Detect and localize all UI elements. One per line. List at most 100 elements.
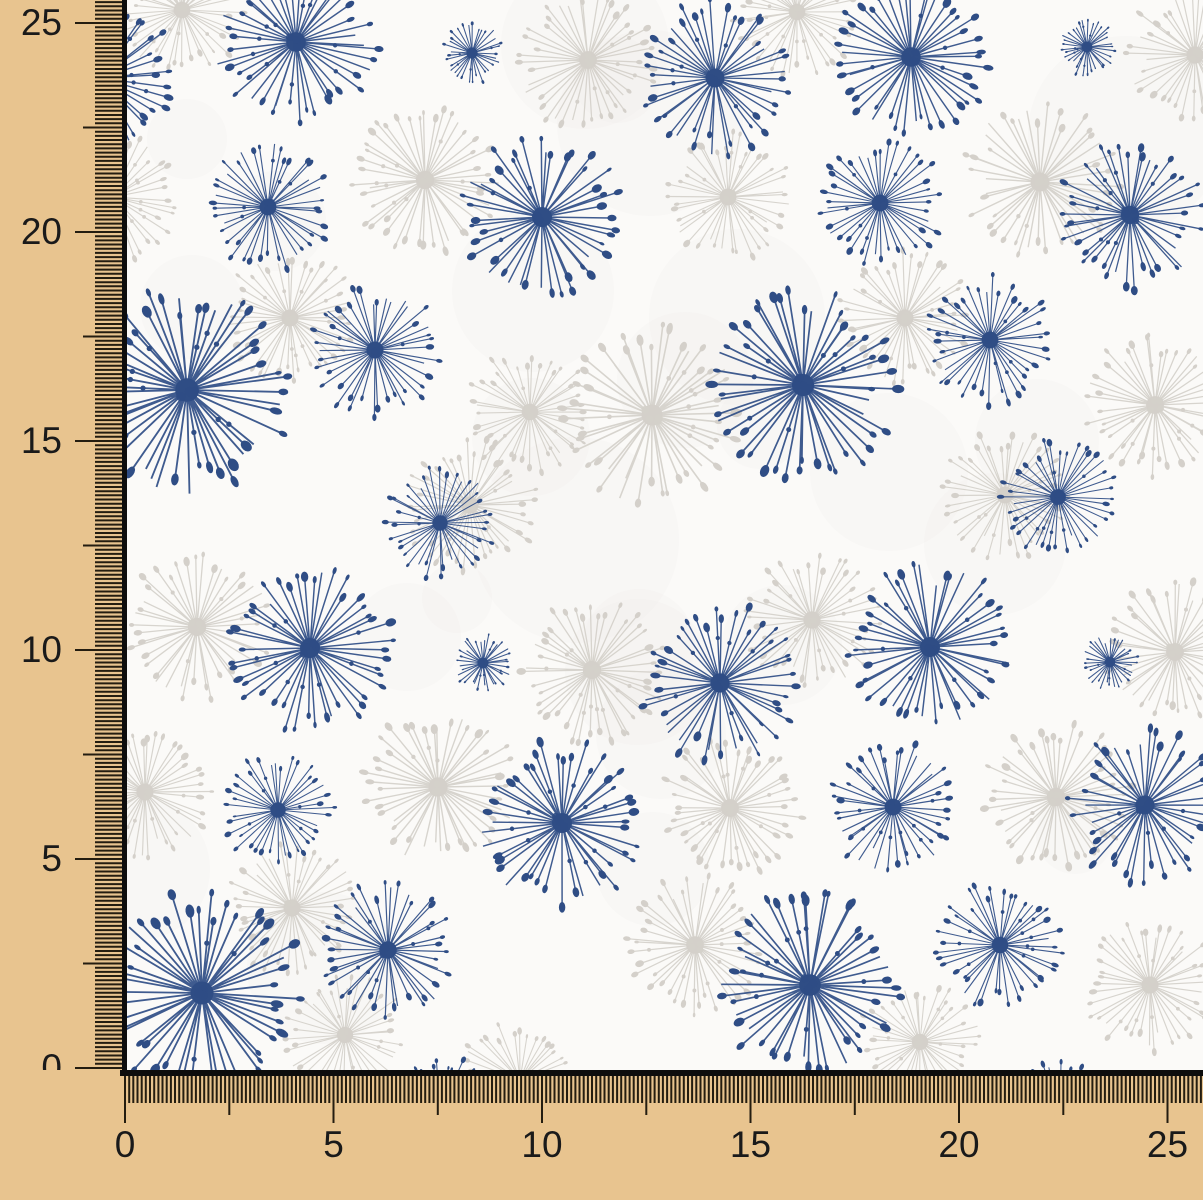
dandelion-seed-dot [1074, 850, 1081, 860]
dandelion-seed-dot [491, 786, 498, 792]
dandelion-seed-dot [752, 112, 761, 120]
dandelion-seed-dot [339, 993, 345, 999]
dandelion-seed-dot [729, 150, 734, 155]
dandelion-seed-dot [1038, 728, 1045, 738]
dandelion-seed-dot [833, 291, 838, 298]
dandelion-seed-dot [361, 798, 370, 805]
dandelion-seed-dot [493, 488, 498, 493]
dandelion-seed-dot [607, 214, 617, 222]
fabric-texture-blotch [247, 892, 399, 1044]
dandelion-center-splatter [293, 43, 302, 52]
dandelion-seed-dot [263, 295, 267, 300]
dandelion-seed-dot [1125, 347, 1131, 355]
dandelion-seed-dot [317, 357, 324, 362]
dandelion-seed-dot [976, 287, 981, 293]
dandelion-seed-dot [985, 895, 991, 903]
dandelion-seed-dot [319, 260, 325, 269]
dandelion-center-splatter [584, 52, 592, 59]
dandelion-seed-dot [1098, 237, 1104, 242]
dandelion-seed-dot [370, 56, 378, 63]
dandelion-center-splatter [439, 522, 446, 529]
dandelion-seed-dot [374, 978, 379, 983]
dandelion-seed-dot [422, 475, 426, 480]
dandelion-seed-dot [501, 682, 505, 686]
dandelion-seed-dot [858, 223, 863, 228]
dandelion-seed-dot [1175, 730, 1183, 741]
dandelion-seed-dot [337, 382, 344, 390]
dandelion-center-splatter [340, 1034, 347, 1041]
dandelion-seed-dot [734, 845, 739, 850]
dandelion-seed-dot [233, 330, 241, 335]
dandelion-center-splatter [289, 909, 296, 917]
dandelion-seed-dot [648, 476, 655, 487]
dandelion-seed-dot [450, 69, 453, 71]
dandelion-blue [1083, 637, 1140, 689]
dandelion-seed-dot [1130, 285, 1138, 296]
dandelion-seed-dot [1035, 905, 1043, 913]
dandelion-seed-dot [423, 475, 430, 481]
dandelion-seed-dot [803, 1026, 809, 1032]
dandelion-seed-dot [1134, 1018, 1139, 1023]
dandelion-seed-dot [990, 272, 995, 278]
dandelion-seed-dot [1033, 983, 1038, 989]
dandelion-seed-dot [819, 32, 823, 37]
dandelion-seed-dot [242, 257, 246, 262]
dandelion-seed-dot [741, 766, 745, 771]
dandelion-seed-dot [859, 459, 866, 467]
dandelion-seed-dot [136, 180, 140, 185]
dandelion-center-splatter [419, 177, 427, 185]
dandelion-seed-dot [871, 998, 881, 1005]
dandelion-seed-dot [519, 455, 525, 463]
dandelion-seed-dot [1082, 249, 1089, 256]
dandelion-seed-dot [470, 238, 481, 246]
dandelion-seed-dot [847, 21, 856, 28]
dandelion-seed-dot [673, 694, 678, 699]
dandelion-seed-dot [496, 1022, 500, 1027]
dandelion-seed-dot [418, 115, 422, 121]
dandelion-seed-dot [456, 63, 460, 66]
dandelion-seed-dot [855, 681, 865, 689]
dandelion-seed-dot [429, 337, 435, 341]
dandelion-seed-dot [642, 628, 648, 633]
dandelion-seed-dot [568, 149, 575, 158]
dandelion-seed-dot [426, 745, 431, 750]
dandelion-seed-dot [859, 344, 868, 352]
dandelion-seed-dot [771, 111, 777, 116]
dandelion-center-splatter [527, 413, 534, 420]
dandelion-seed-dot [385, 618, 397, 627]
dandelion-seed-dot [489, 177, 496, 184]
dandelion-seed-dot [545, 451, 551, 457]
dandelion-seed-dot [873, 149, 878, 157]
dandelion-blue [310, 285, 443, 422]
dandelion-center-splatter [286, 33, 294, 41]
dandelion-seed-dot [1154, 263, 1162, 272]
dandelion-blue [996, 438, 1117, 554]
dandelion-seed-dot [277, 255, 281, 262]
dandelion-seed-dot [881, 976, 892, 984]
dandelion-seed-dot [1128, 590, 1136, 599]
dandelion-seed-dot [307, 2, 313, 8]
dandelion-seed-dot [634, 844, 640, 849]
dandelion-seed-dot [772, 832, 781, 839]
dandelion-seed-dot [207, 61, 212, 66]
dandelion-center-splatter [338, 1028, 345, 1035]
dandelion-seed-dot [692, 127, 697, 133]
dandelion-seed-dot [1170, 1040, 1174, 1045]
dandelion-seed-dot [476, 498, 483, 504]
dandelion-seed-dot [213, 183, 220, 188]
dandelion-seed-dot [431, 241, 436, 248]
dandelion-blue [834, 0, 994, 137]
dandelion-blue [643, 0, 792, 160]
dandelion-seed-dot [833, 468, 838, 475]
dandelion-seed-dot [146, 345, 152, 352]
dandelion-seed-dot [798, 815, 807, 820]
dandelion-seed-dot [255, 908, 265, 919]
dandelion-seed-dot [230, 624, 241, 633]
dandelion-seed-dot [1078, 730, 1084, 738]
dandelion-seed-dot [925, 367, 930, 374]
dandelion-seed-dot [861, 826, 866, 831]
dandelion-seed-dot [869, 946, 880, 954]
dandelion-seed-dot [533, 47, 541, 52]
dandelion-gray [514, 0, 658, 129]
ruler-label-left-20: 20 [20, 211, 62, 252]
